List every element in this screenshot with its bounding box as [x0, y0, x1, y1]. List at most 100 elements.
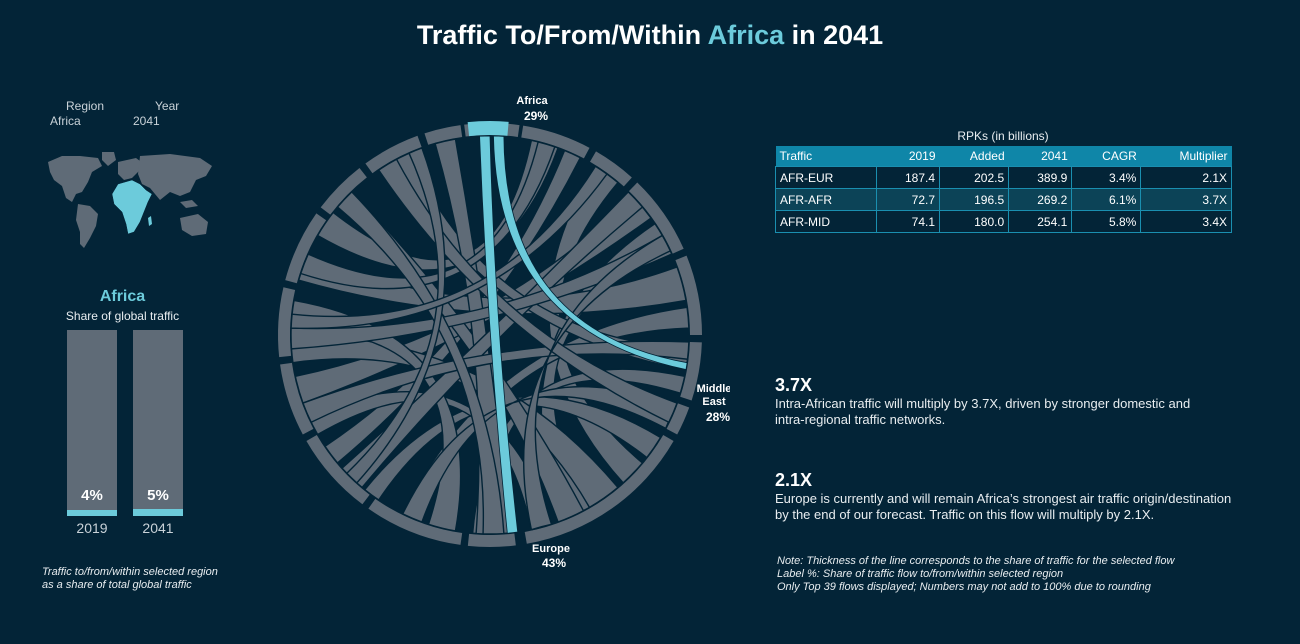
ring-segment[interactable] — [278, 287, 296, 358]
ring-segment[interactable] — [424, 125, 463, 145]
rpk-table: Traffic 2019 Added 2041 CAGR Multiplier … — [775, 146, 1232, 233]
share-bar-fill-2041 — [133, 508, 183, 516]
chord-highlight-flows — [467, 121, 688, 534]
cell-2041: 269.2 — [1008, 188, 1073, 211]
map-north-america — [48, 156, 102, 202]
ring-segment[interactable] — [285, 213, 327, 284]
ring-segment[interactable] — [467, 533, 516, 547]
ring-segment-africa[interactable] — [467, 121, 509, 137]
chart-note: Note: Thickness of the line corresponds … — [777, 555, 1174, 594]
insight-2: 2.1X Europe is currently and will remain… — [775, 470, 1245, 523]
page-title: Traffic To/From/Within Africa in 2041 — [0, 20, 1300, 51]
cell-2019: 187.4 — [875, 166, 941, 189]
ring-segment[interactable] — [306, 435, 370, 505]
header-cagr[interactable]: CAGR — [1071, 146, 1141, 167]
cell-cagr: 3.4% — [1071, 166, 1142, 189]
region-filter-value[interactable]: Africa — [50, 114, 81, 128]
table-row: AFR-AFR 72.7 196.5 269.2 6.1% 3.7X — [775, 188, 1232, 211]
cell-cagr: 5.8% — [1071, 210, 1142, 233]
segment-name-middle-east-2: East — [702, 396, 726, 408]
table-row: AFR-MID 74.1 180.0 254.1 5.8% 3.4X — [775, 210, 1232, 233]
ring-segment[interactable] — [368, 498, 463, 545]
insight-2-line2: by the end of our forecast. Traffic on t… — [775, 507, 1155, 522]
ring-segment[interactable] — [680, 341, 702, 401]
share-year-2019: 2019 — [76, 520, 108, 536]
segment-pct-europe: 43% — [542, 556, 566, 570]
ring-segment[interactable] — [628, 182, 684, 254]
insight-2-value: 2.1X — [775, 470, 813, 490]
insight-2-line1: Europe is currently and will remain Afri… — [775, 491, 1232, 506]
ring-segment[interactable] — [524, 435, 674, 544]
insight-1-value: 3.7X — [775, 375, 813, 395]
header-traffic[interactable]: Traffic — [775, 146, 877, 167]
ring-segment[interactable] — [521, 125, 590, 159]
ring-segment[interactable] — [320, 167, 367, 215]
map-africa[interactable] — [111, 179, 153, 235]
header-2019[interactable]: 2019 — [876, 146, 940, 167]
cell-2041: 389.9 — [1008, 166, 1073, 189]
cell-added: 196.5 — [939, 188, 1010, 211]
map-australia — [180, 214, 208, 236]
map-se-asia — [180, 200, 198, 208]
segment-name-africa: Africa — [516, 95, 548, 107]
table-row: AFR-EUR 187.4 202.5 389.9 3.4% 2.1X — [775, 166, 1232, 189]
share-bar-2041[interactable]: 5% — [133, 330, 183, 516]
header-2041[interactable]: 2041 — [1008, 146, 1072, 167]
share-bar-label-2019: 4% — [81, 487, 103, 504]
flow-africa-middle-east[interactable] — [493, 135, 688, 371]
note-line2: Label %: Share of traffic flow to/from/w… — [777, 568, 1064, 580]
cell-cagr: 6.1% — [1071, 188, 1142, 211]
share-footnote: Traffic to/from/within selected region a… — [42, 566, 218, 592]
share-footnote-line2: as a share of total global traffic — [42, 579, 192, 591]
segment-pct-africa: 29% — [524, 109, 548, 123]
insight-1-line2: intra-regional traffic networks. — [775, 412, 946, 427]
region-filter-label: Region — [66, 99, 105, 113]
map-europe — [118, 158, 144, 180]
share-year-2041: 2041 — [142, 520, 174, 536]
share-bar-2019[interactable]: 4% — [67, 330, 117, 516]
cell-multiplier: 3.7X — [1140, 188, 1232, 211]
flow-africa-europe[interactable] — [479, 135, 519, 534]
ring-segment[interactable] — [365, 135, 422, 174]
table-header-row: Traffic 2019 Added 2041 CAGR Multiplier — [775, 146, 1232, 167]
cell-added: 202.5 — [939, 166, 1010, 189]
segment-pct-middle-east: 28% — [706, 410, 730, 424]
share-bar-fill-2019 — [67, 510, 117, 516]
insight-1-text: Intra-African traffic will multiply by 3… — [775, 396, 1205, 428]
share-subtitle: Share of global traffic — [65, 309, 180, 323]
cell-2019: 74.1 — [875, 210, 941, 233]
chord-ribbon[interactable] — [345, 147, 446, 484]
header-added[interactable]: Added — [939, 146, 1009, 167]
segment-name-europe: Europe — [532, 543, 570, 555]
cell-traffic: AFR-MID — [775, 210, 877, 233]
ring-segment[interactable] — [280, 362, 314, 435]
ring-segment[interactable] — [590, 151, 632, 187]
map-madagascar — [148, 216, 152, 226]
share-footnote-line1: Traffic to/from/within selected region — [42, 566, 218, 578]
chord-diagram[interactable]: Africa 29% Middle East 28% Europe 43% — [270, 90, 730, 580]
header-multiplier[interactable]: Multiplier — [1140, 146, 1232, 167]
map-south-america — [76, 204, 98, 248]
segment-label-europe: Europe 43% — [532, 543, 570, 570]
world-map[interactable] — [40, 148, 220, 258]
chord-ribbon[interactable] — [434, 138, 512, 535]
cell-multiplier: 3.4X — [1140, 210, 1232, 233]
chord-ribbon[interactable] — [377, 158, 678, 424]
segment-label-africa: Africa 29% — [516, 95, 548, 123]
title-prefix: Traffic To/From/Within — [416, 20, 708, 50]
cell-2041: 254.1 — [1008, 210, 1073, 233]
ring-segment[interactable] — [675, 255, 702, 335]
cell-traffic: AFR-EUR — [775, 166, 877, 189]
ring-segment[interactable] — [666, 403, 690, 435]
insight-2-text: Europe is currently and will remain Afri… — [775, 491, 1245, 523]
chord-ribbon[interactable] — [522, 234, 672, 531]
chord-ring — [278, 123, 702, 547]
title-suffix: in 2041 — [784, 20, 884, 50]
year-filter-value[interactable]: 2041 — [133, 114, 160, 128]
table-title: RPKs (in billions) — [957, 129, 1049, 143]
note-line3: Only Top 39 flows displayed; Numbers may… — [777, 581, 1151, 593]
title-highlight: Africa — [707, 20, 785, 50]
cell-2019: 72.7 — [875, 188, 941, 211]
insight-1: 3.7X Intra-African traffic will multiply… — [775, 375, 1205, 428]
cell-multiplier: 2.1X — [1140, 166, 1232, 189]
